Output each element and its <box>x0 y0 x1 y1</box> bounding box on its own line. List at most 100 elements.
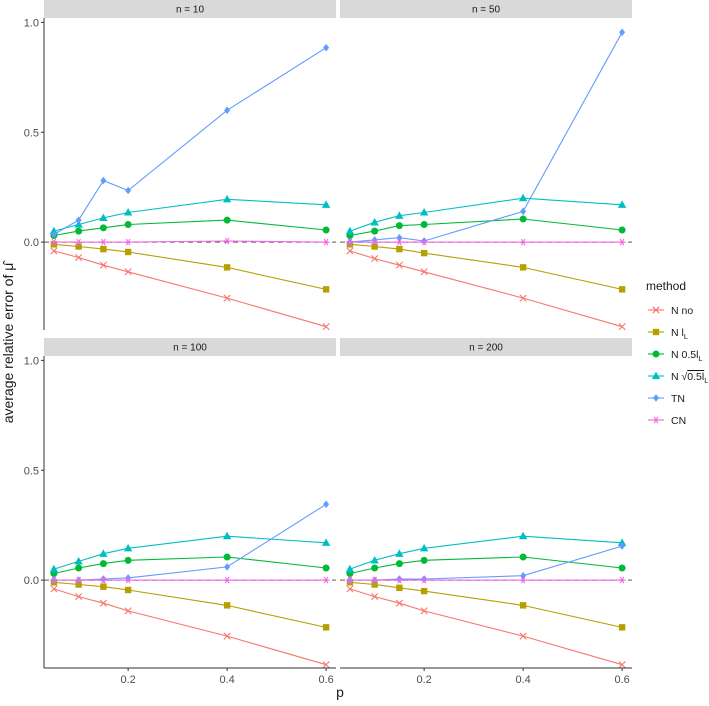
data-point-TN <box>396 233 403 242</box>
facet-strip <box>340 0 632 18</box>
legend-title: method <box>646 279 686 293</box>
x-axis-title: p <box>336 684 344 700</box>
data-point-N_lL <box>396 245 403 253</box>
facet-strip <box>44 338 336 356</box>
data-point-TN <box>323 500 330 509</box>
data-point-N_lL <box>371 581 378 588</box>
data-point-N_sqrt <box>321 200 331 208</box>
cross-stroke <box>223 294 231 302</box>
data-point-N_sqrt <box>222 531 232 540</box>
data-point-N_no <box>50 247 58 255</box>
series-line-N_no <box>349 588 623 666</box>
series-line-N_lL <box>349 581 623 628</box>
data-point-N_lL <box>124 586 132 594</box>
facet-panel: n = 200 0.2 0.4 0.6 <box>340 338 632 686</box>
data-point-N_lL <box>223 602 231 609</box>
data-point-CN <box>519 576 527 584</box>
cross-stroke <box>322 661 330 669</box>
data-point-N_lL <box>322 286 330 293</box>
cross-stroke <box>322 323 330 331</box>
data-point-CN <box>322 238 330 246</box>
y-tick-label: 0.0 <box>24 237 39 249</box>
data-point-N_no <box>322 661 330 669</box>
data-point-N_no <box>519 294 527 302</box>
legend-label: TN <box>671 393 685 405</box>
data-point-N_05lL <box>420 221 428 229</box>
data-point-N_05lL <box>99 560 107 568</box>
series-line-N_05lL <box>53 556 327 575</box>
data-point-TN <box>224 563 231 571</box>
legend-label: N lL <box>671 327 688 341</box>
data-point-N_no <box>420 607 428 615</box>
data-point-CN <box>99 238 107 246</box>
facet-title: n = 50 <box>472 5 501 16</box>
asterisk-stroke <box>397 576 402 584</box>
series-line-N_sqrt <box>349 535 623 570</box>
series-line-N_sqrt <box>53 535 327 570</box>
y-axis-title-text: average relative error of <box>0 271 16 424</box>
data-point-N_no <box>322 323 330 331</box>
facet-strip <box>44 0 336 18</box>
legend-key-marker <box>652 416 660 424</box>
asterisk-stroke <box>101 576 106 584</box>
data-point-N_sqrt <box>395 549 404 557</box>
series-line-N_05lL <box>349 556 623 575</box>
y-axis-title: average relative error of μ̂ <box>0 260 16 424</box>
legend-label: CN <box>671 415 686 427</box>
series-line-N_lL <box>349 243 623 290</box>
facet-panel: n = 10 0.0 0.5 1.0 <box>24 0 336 331</box>
cross-stroke <box>420 607 428 615</box>
cross-stroke <box>371 255 379 263</box>
data-point-N_no <box>99 599 107 607</box>
data-point-N_lL <box>618 624 626 631</box>
data-point-CN <box>322 576 330 584</box>
data-point-N_lL <box>371 243 378 250</box>
x-tick-label: 0.6 <box>318 674 333 686</box>
data-point-N_lL <box>420 587 428 595</box>
data-point-TN <box>520 571 527 580</box>
data-point-CN <box>519 238 527 246</box>
legend-key-marker <box>652 306 660 314</box>
data-point-N_lL <box>618 286 626 293</box>
series-line-N_sqrt <box>349 197 623 232</box>
asterisk-stroke <box>520 238 526 246</box>
data-point-N_sqrt <box>49 226 59 235</box>
asterisk-stroke <box>653 416 659 424</box>
legend-entry: N 0.5lL <box>648 349 703 363</box>
y-tick-label: 0.5 <box>24 127 39 139</box>
x-tick-label: 0.4 <box>515 674 530 686</box>
data-point-N_no <box>75 593 83 601</box>
data-point-N_lL <box>124 248 132 256</box>
series-line-N_05lL <box>349 218 623 237</box>
asterisk-stroke <box>101 238 106 246</box>
data-point-N_sqrt <box>345 564 355 573</box>
cross-stroke <box>395 599 403 607</box>
x-tick-label: 0.2 <box>120 674 135 686</box>
data-point-N_lL <box>100 583 107 590</box>
data-point-N_no <box>223 632 231 640</box>
asterisk-stroke <box>51 238 57 246</box>
legend-key-marker <box>652 350 660 358</box>
cross-stroke <box>75 253 83 262</box>
data-point-N_no <box>124 268 132 276</box>
asterisk-stroke <box>619 238 625 246</box>
data-point-N_sqrt <box>74 557 83 565</box>
cross-stroke <box>618 323 626 331</box>
data-point-N_sqrt <box>395 211 404 219</box>
series-line-CN <box>53 240 327 243</box>
cross-stroke <box>652 306 660 314</box>
data-point-N_lL <box>75 581 82 588</box>
data-point-N_05lL <box>124 221 132 229</box>
asterisk-stroke <box>76 238 81 246</box>
data-point-N_sqrt <box>518 193 528 202</box>
legend-label-sub: L <box>684 332 688 341</box>
data-point-CN <box>124 576 132 584</box>
series-line-TN <box>53 503 327 581</box>
legend-entry: CN <box>648 415 686 427</box>
series-line-N_sqrt <box>53 198 327 232</box>
asterisk-stroke <box>51 576 57 584</box>
data-point-N_05lL <box>223 216 231 224</box>
facet-title: n = 200 <box>469 343 503 354</box>
data-point-CN <box>395 238 403 246</box>
